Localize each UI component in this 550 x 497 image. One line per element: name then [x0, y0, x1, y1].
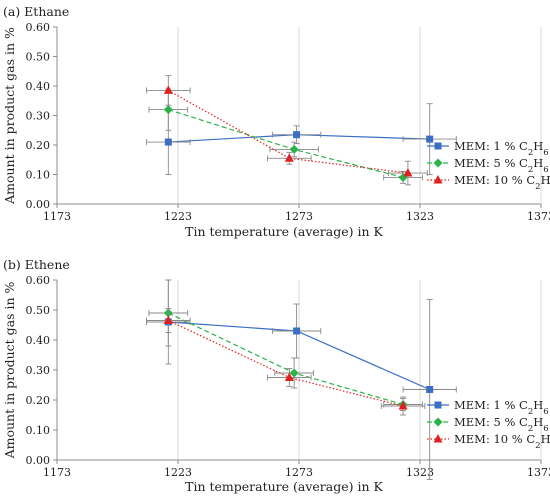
data-point [403, 168, 413, 177]
legend-marker [434, 142, 442, 150]
data-point [293, 327, 301, 335]
data-point [426, 135, 434, 143]
legend-marker [434, 401, 442, 409]
data-point [164, 138, 172, 146]
y-tick-label: 0.20 [26, 139, 51, 152]
series-line [168, 89, 408, 174]
series-line [168, 319, 404, 407]
x-tick-label: 1273 [285, 210, 313, 223]
legend-label: MEM: 10 % C2H6 [454, 432, 550, 451]
y-tick-label: 0.50 [26, 51, 51, 64]
legend-marker [433, 175, 443, 184]
x-tick-label: 1273 [285, 466, 313, 479]
series-line [168, 312, 404, 406]
y-tick-label: 0.20 [26, 394, 51, 407]
legend-label: MEM: 10 % C2H6 [454, 173, 550, 192]
series-1 [146, 279, 457, 480]
series-line [168, 109, 404, 179]
data-point [289, 144, 299, 154]
x-tick-label: 1323 [406, 466, 434, 479]
y-tick-label: 0.30 [26, 110, 51, 123]
series-3 [146, 308, 426, 416]
legend-label: MEM: 1 % C2H6 [454, 139, 549, 158]
series-3 [146, 75, 428, 186]
x-axis-label: Tin temperature (average) in K [185, 479, 383, 494]
y-tick-label: 0.10 [26, 169, 51, 182]
data-point [426, 386, 434, 393]
data-point [163, 105, 173, 115]
x-axis-label: Tin temperature (average) in K [185, 224, 383, 239]
series-2 [148, 88, 423, 184]
chart-panel-b: (b) Ethene 0.00 0.10 0.20 0.30 0.40 0.50 0.60 11… [2, 257, 550, 494]
series-1 [146, 103, 457, 175]
data-point [284, 153, 294, 162]
legend-label: MEM: 5 % C2H6 [454, 156, 549, 175]
series-2 [148, 279, 423, 411]
y-axis-label: Amount in product gas in % [2, 27, 17, 205]
x-tick-label: 1223 [164, 210, 192, 223]
y-tick-label: 0.50 [26, 304, 51, 317]
data-point [163, 315, 173, 324]
data-point [284, 372, 294, 381]
chart-title: (a) Ethane [3, 4, 69, 19]
x-tick-label: 1373 [527, 466, 550, 479]
legend-label: MEM: 5 % C2H6 [454, 415, 549, 434]
legend-marker [433, 417, 443, 427]
y-tick-label: 0.40 [26, 80, 51, 93]
data-point [163, 85, 173, 94]
y-axis-label: Amount in product gas in % [2, 281, 17, 459]
y-tick-label: 0.10 [26, 424, 51, 437]
y-tick-label: 0.00 [26, 454, 51, 467]
legend-label: MEM: 1 % C2H6 [454, 398, 549, 417]
data-point [398, 401, 408, 410]
x-tick-label: 1323 [406, 210, 434, 223]
data-point [289, 368, 299, 378]
chart-title: (b) Ethene [3, 257, 70, 272]
x-tick-label: 1173 [43, 466, 71, 479]
y-tick-label: 0.60 [26, 274, 51, 287]
x-tick-label: 1173 [43, 210, 71, 223]
legend-marker [433, 434, 443, 443]
x-tick-label: 1373 [527, 210, 550, 223]
chart-panel-a: (a) Ethane 0.00 0.10 0.20 0.30 0.40 0.50 0.60 11… [2, 4, 550, 239]
y-tick-label: 0.30 [26, 364, 51, 377]
y-tick-label: 0.00 [26, 198, 51, 211]
legend-marker [433, 158, 443, 168]
x-tick-label: 1223 [164, 466, 192, 479]
y-tick-label: 0.60 [26, 21, 51, 34]
data-point [293, 131, 301, 139]
y-tick-label: 0.40 [26, 334, 51, 347]
